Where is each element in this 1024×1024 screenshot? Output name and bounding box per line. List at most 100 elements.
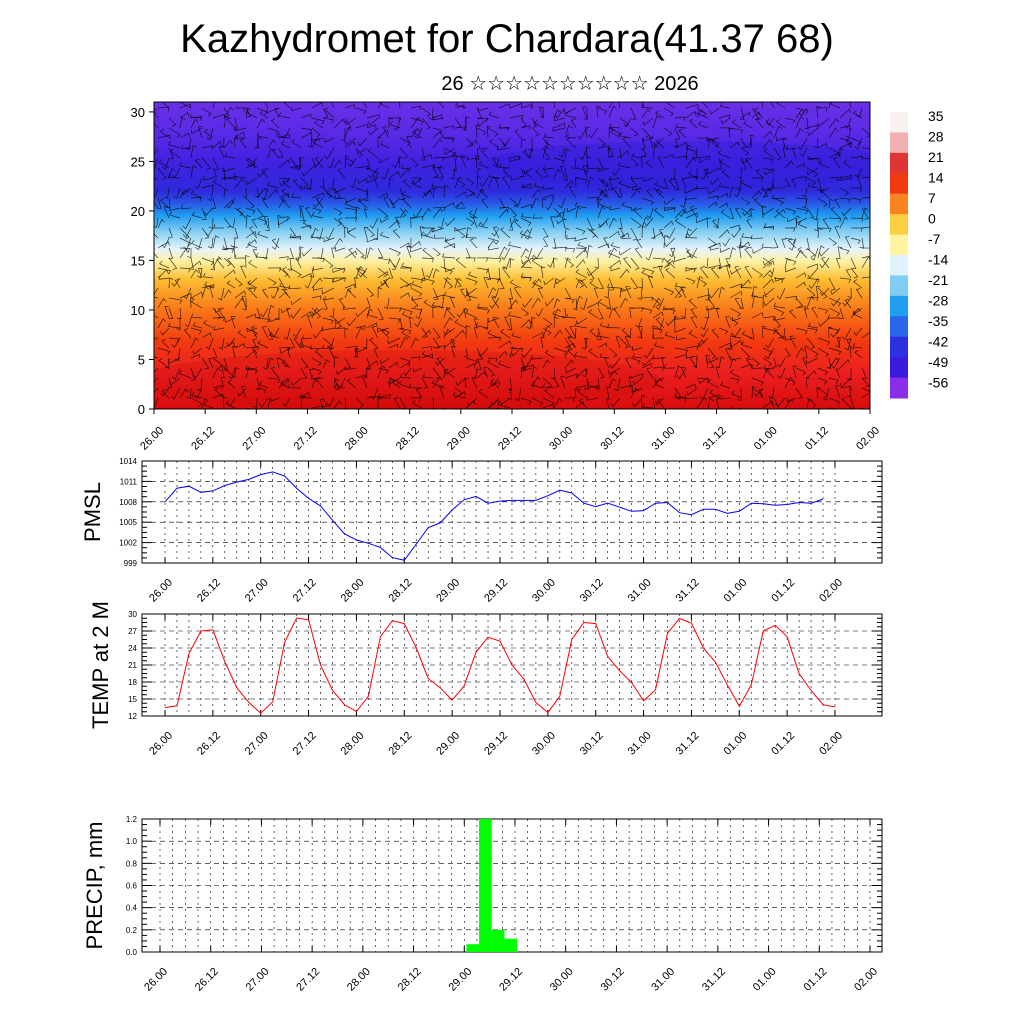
wind-barb [160, 387, 170, 397]
wind-barb [581, 106, 588, 119]
wind-barb [553, 168, 561, 179]
wind-barb [520, 104, 532, 109]
wind-barb [750, 234, 764, 240]
wind-barb [161, 237, 170, 249]
wind-barb [179, 227, 190, 240]
wind-barb [834, 226, 841, 239]
wind-barb [488, 245, 500, 251]
wind-barb [588, 127, 599, 139]
wind-barb [642, 357, 654, 367]
y-tick-label: 0.0 [126, 948, 138, 957]
wind-barb [617, 147, 622, 159]
wind-barb [630, 407, 632, 409]
wind-barb [355, 206, 361, 219]
wind-barb [415, 388, 423, 399]
wind-barb [575, 247, 587, 253]
wind-barb [861, 391, 870, 399]
wind-barb [700, 327, 709, 338]
wind-barb [751, 377, 764, 386]
wind-barb [754, 107, 764, 119]
wind-barb [487, 287, 497, 299]
wind-barb [190, 337, 199, 349]
wind-barb [223, 289, 232, 299]
wind-barb [588, 348, 599, 359]
wind-barb [544, 297, 555, 307]
wind-barb [684, 207, 698, 214]
wind-barb [817, 367, 828, 376]
heatmap-y-tick-label: 15 [131, 253, 145, 268]
wind-barb [795, 176, 807, 181]
wind-barb [558, 147, 566, 158]
wind-barb [344, 397, 347, 409]
wind-barb [653, 207, 665, 219]
wind-barb [245, 230, 257, 239]
wind-barb [334, 277, 347, 282]
wind-barb [208, 357, 214, 369]
wind-barb [688, 170, 698, 179]
wind-barb [252, 397, 258, 408]
wind-barb [618, 217, 623, 230]
wind-barb [740, 111, 751, 119]
wind-barb [322, 359, 330, 369]
wind-barb [265, 217, 270, 232]
wind-barb [542, 147, 551, 161]
wind-barb [159, 260, 170, 269]
wind-barb [432, 306, 437, 319]
wind-barb [618, 102, 621, 109]
wind-barb [509, 102, 523, 109]
wind-barb [446, 307, 456, 319]
wind-barb [655, 188, 665, 199]
wind-barb [640, 394, 646, 409]
wind-barb [381, 329, 390, 339]
wind-barb [225, 400, 236, 409]
wind-barb [725, 258, 731, 269]
wind-barb [206, 127, 214, 141]
wind-barb [531, 255, 544, 260]
colorbar-swatch [890, 112, 908, 133]
wind-barb [261, 288, 269, 299]
x-tick-label: 01.12 [801, 966, 829, 994]
wind-barb [509, 157, 522, 163]
wind-barb [168, 227, 173, 238]
wind-barb [475, 322, 489, 329]
wind-barb [183, 287, 192, 300]
wind-barb [223, 116, 230, 129]
wind-barb [532, 214, 544, 219]
wind-barb [795, 116, 804, 129]
wind-barb [828, 151, 840, 159]
wind-barb [234, 290, 246, 299]
wind-barb [663, 305, 676, 311]
wind-barb [477, 347, 489, 358]
wind-barb [817, 227, 823, 239]
wind-barb [212, 102, 215, 109]
wind-barb [618, 247, 632, 256]
wind-barb [366, 357, 372, 370]
wind-barb [411, 400, 423, 409]
wind-barb [169, 377, 181, 386]
wind-barb [719, 381, 731, 389]
wind-barb [399, 267, 412, 272]
wind-barb [543, 277, 555, 286]
wind-barb [280, 196, 291, 209]
wind-barb [663, 197, 676, 206]
x-tick-label: 01.12 [769, 577, 797, 605]
wind-barb [181, 187, 192, 196]
wind-barb [357, 137, 368, 147]
wind-barb [664, 237, 676, 248]
wind-barb [788, 237, 797, 251]
x-tick-label: 31.12 [674, 730, 702, 758]
x-tick-label: 01.00 [721, 730, 749, 758]
wind-barb [641, 216, 649, 229]
y-axis-label: TEMP at 2 M [88, 601, 113, 729]
wind-barb [443, 147, 456, 156]
wind-barb [861, 276, 870, 279]
wind-barb [854, 137, 863, 150]
wind-barb [183, 237, 192, 251]
wind-barb [641, 108, 651, 119]
wind-barb [257, 230, 269, 239]
wind-barb [267, 398, 274, 409]
wind-barb [729, 340, 742, 349]
wind-barb [696, 217, 709, 224]
wind-barb [654, 181, 665, 189]
wind-barb [487, 357, 498, 363]
